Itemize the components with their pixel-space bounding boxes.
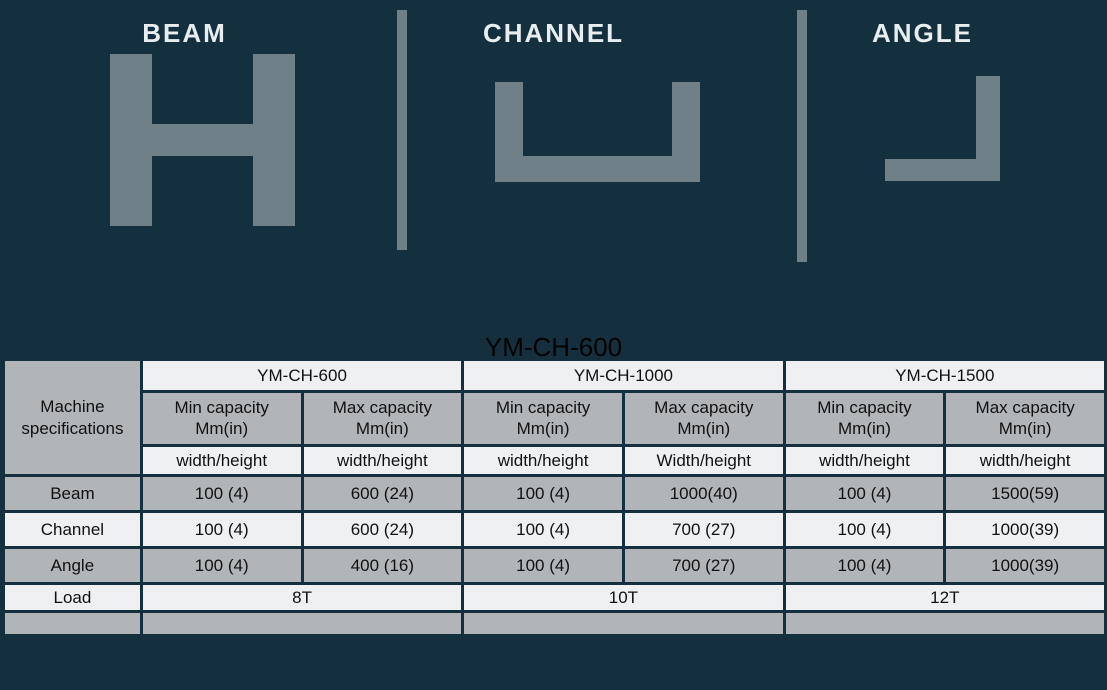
angle-4: 100 (4)	[784, 548, 945, 584]
wh-0: width/height	[141, 446, 302, 476]
wh-5: width/height	[945, 446, 1106, 476]
profile-beam-title: BEAM	[0, 18, 369, 49]
load-0: 8T	[141, 584, 462, 612]
blank-3	[784, 612, 1105, 636]
corner-header: Machine specifications	[4, 360, 142, 476]
load-2: 12T	[784, 584, 1105, 612]
channel-icon	[495, 82, 700, 182]
angle-5: 1000(39)	[945, 548, 1106, 584]
channel-1: 600 (24)	[302, 512, 463, 548]
model-0: YM-CH-600	[141, 360, 462, 392]
beam-2: 100 (4)	[463, 476, 624, 512]
profile-channel-title: CHANNEL	[369, 18, 738, 49]
cap-max-1: Max capacity Mm(in)	[623, 392, 784, 446]
wh-4: width/height	[784, 446, 945, 476]
wh-3: Width/height	[623, 446, 784, 476]
profile-angle-title: ANGLE	[738, 18, 1107, 49]
wh-2: width/height	[463, 446, 624, 476]
beam-0: 100 (4)	[141, 476, 302, 512]
channel-0: 100 (4)	[141, 512, 302, 548]
row-load-label: Load	[4, 584, 142, 612]
blank-0	[4, 612, 142, 636]
beam-1: 600 (24)	[302, 476, 463, 512]
blank-1	[141, 612, 462, 636]
angle-1: 400 (16)	[302, 548, 463, 584]
channel-2: 100 (4)	[463, 512, 624, 548]
wh-1: width/height	[302, 446, 463, 476]
profile-shapes-row: BEAM CHANNEL ANGLE	[0, 0, 1107, 270]
channel-4: 100 (4)	[784, 512, 945, 548]
angle-3: 700 (27)	[623, 548, 784, 584]
row-beam-label: Beam	[4, 476, 142, 512]
channel-3: 700 (27)	[623, 512, 784, 548]
row-angle-label: Angle	[4, 548, 142, 584]
channel-5: 1000(39)	[945, 512, 1106, 548]
cap-min-1: Min capacity Mm(in)	[463, 392, 624, 446]
model-1: YM-CH-1000	[463, 360, 784, 392]
row-channel-label: Channel	[4, 512, 142, 548]
cap-max-2: Max capacity Mm(in)	[945, 392, 1106, 446]
angle-2: 100 (4)	[463, 548, 624, 584]
model-2: YM-CH-1500	[784, 360, 1105, 392]
beam-icon	[110, 54, 295, 226]
angle-icon	[885, 76, 1000, 181]
beam-4: 100 (4)	[784, 476, 945, 512]
load-1: 10T	[463, 584, 784, 612]
beam-5: 1500(59)	[945, 476, 1106, 512]
profile-divider-1	[397, 10, 407, 250]
blank-2	[463, 612, 784, 636]
angle-0: 100 (4)	[141, 548, 302, 584]
profile-divider-2	[797, 10, 807, 262]
cap-min-0: Min capacity Mm(in)	[141, 392, 302, 446]
cap-max-0: Max capacity Mm(in)	[302, 392, 463, 446]
spec-table: Machine specifications YM-CH-600 YM-CH-1…	[2, 358, 1107, 637]
cap-min-2: Min capacity Mm(in)	[784, 392, 945, 446]
beam-3: 1000(40)	[623, 476, 784, 512]
